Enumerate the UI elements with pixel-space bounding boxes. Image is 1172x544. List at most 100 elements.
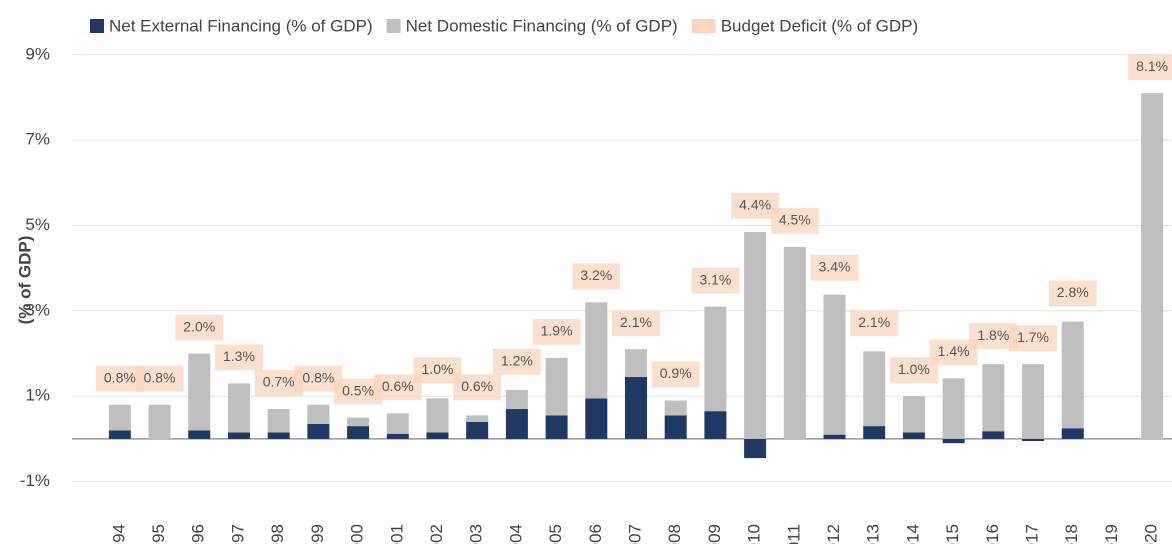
deficit-label-box bbox=[135, 365, 184, 392]
x-tick-label: 2012 bbox=[824, 524, 843, 544]
deficit-label-box bbox=[612, 310, 660, 337]
x-tick-label: 2018 bbox=[1062, 524, 1081, 544]
bar-segment bbox=[863, 426, 886, 439]
deficit-label: 1.0% bbox=[422, 361, 454, 377]
deficit-label: 4.4% bbox=[739, 197, 771, 213]
y-tick-label: 5% bbox=[25, 215, 50, 234]
x-tick-label: 2002 bbox=[427, 524, 446, 544]
deficit-label-box bbox=[532, 318, 581, 345]
deficit-label-box bbox=[1009, 325, 1058, 352]
x-tick-label: 2016 bbox=[983, 524, 1002, 544]
x-tick-label: 2011 bbox=[784, 524, 803, 544]
bar-segment bbox=[704, 306, 727, 412]
legend-swatch bbox=[90, 19, 104, 33]
legend-item: Budget Deficit (% of GDP) bbox=[691, 16, 918, 35]
x-tick-label: 2009 bbox=[705, 524, 724, 544]
y-tick-label: 1% bbox=[25, 386, 50, 405]
x-tick-label: 2010 bbox=[745, 524, 764, 544]
bar-segment bbox=[585, 302, 608, 399]
deficit-label: 0.9% bbox=[660, 365, 692, 381]
bar-segment bbox=[625, 349, 647, 378]
y-tick-label: 3% bbox=[25, 300, 50, 319]
x-tick-label: 1994 bbox=[109, 524, 128, 544]
bar-segment bbox=[108, 430, 131, 439]
x-tick-label: 2006 bbox=[586, 524, 605, 544]
bar-segment bbox=[148, 404, 171, 439]
bar-segment bbox=[942, 378, 965, 439]
deficit-label: 1.8% bbox=[977, 327, 1009, 343]
deficit-label: 0.7% bbox=[263, 374, 295, 390]
deficit-label: 0.6% bbox=[382, 378, 414, 394]
x-tick-label: 2007 bbox=[625, 524, 644, 544]
bar-segment bbox=[347, 417, 370, 427]
deficit-label-box bbox=[651, 361, 700, 388]
deficit-label: 2.1% bbox=[620, 314, 652, 330]
bar-segment bbox=[108, 404, 131, 431]
x-tick-label: 1995 bbox=[149, 524, 168, 544]
deficit-label-box bbox=[492, 348, 541, 375]
legend-item: Net External Financing (% of GDP) bbox=[90, 16, 373, 35]
bar-segment bbox=[505, 389, 528, 410]
bar-segment bbox=[704, 411, 727, 439]
deficit-label-box bbox=[850, 310, 899, 337]
bar-segment bbox=[664, 415, 687, 439]
bar-segment bbox=[227, 383, 250, 433]
x-tick-label: 2008 bbox=[665, 524, 684, 544]
x-tick-label: 2013 bbox=[864, 524, 883, 544]
y-tick-label: 9% bbox=[25, 44, 50, 63]
bar-segment bbox=[505, 409, 528, 439]
legend-label: Net External Financing (% of GDP) bbox=[109, 16, 373, 35]
bar-segment bbox=[625, 377, 647, 439]
bar-segment bbox=[1022, 438, 1045, 442]
legend-swatch bbox=[691, 19, 716, 33]
deficit-label-box bbox=[770, 207, 819, 234]
bar-segment bbox=[902, 432, 925, 439]
bar-segment bbox=[188, 430, 211, 439]
deficit-label: 8.1% bbox=[1136, 58, 1168, 74]
deficit-label-box bbox=[1048, 280, 1097, 307]
x-tick-label: 2004 bbox=[506, 524, 525, 544]
deficit-label: 1.3% bbox=[223, 348, 255, 364]
deficit-label-box bbox=[572, 263, 621, 290]
deficit-label: 1.4% bbox=[938, 343, 970, 359]
deficit-label: 0.8% bbox=[144, 369, 176, 385]
bar-segment bbox=[466, 421, 489, 439]
deficit-label: 3.2% bbox=[580, 267, 612, 283]
bar-segment bbox=[307, 423, 330, 439]
x-tick-label: 2019 bbox=[1102, 524, 1121, 544]
bar-segment bbox=[267, 409, 290, 433]
bar-segment bbox=[545, 415, 568, 439]
deficit-label: 2.1% bbox=[858, 314, 890, 330]
bar-segment bbox=[466, 415, 489, 422]
deficit-label-box bbox=[175, 314, 224, 341]
bar-segment bbox=[982, 431, 1005, 439]
x-tick-label: 2005 bbox=[546, 524, 565, 544]
legend-label: Budget Deficit (% of GDP) bbox=[721, 16, 918, 35]
deficit-label-box bbox=[810, 254, 859, 281]
deficit-label-box bbox=[1128, 54, 1172, 81]
deficit-label: 1.9% bbox=[541, 323, 573, 339]
x-tick-label: 2000 bbox=[348, 524, 367, 544]
deficit-label: 0.5% bbox=[342, 382, 374, 398]
bar-segment bbox=[426, 432, 449, 439]
deficit-label: 3.4% bbox=[819, 259, 851, 275]
legend-label: Net Domestic Financing (% of GDP) bbox=[406, 16, 678, 35]
bar-segment bbox=[783, 246, 806, 439]
bar-segment bbox=[744, 438, 767, 459]
bar-segment bbox=[347, 426, 370, 439]
x-tick-label: 2003 bbox=[467, 524, 486, 544]
x-tick-label: 2014 bbox=[903, 524, 922, 544]
deficit-label: 1.2% bbox=[501, 352, 533, 368]
x-tick-label: 1998 bbox=[268, 524, 287, 544]
y-axis-label: (% of GDP) bbox=[15, 236, 34, 325]
bar-segment bbox=[188, 353, 211, 431]
legend-swatch bbox=[386, 19, 401, 33]
deficit-label: 2.8% bbox=[1057, 284, 1089, 300]
bar-segment bbox=[267, 432, 290, 439]
bar-segment bbox=[545, 357, 568, 416]
bar-segment bbox=[823, 434, 846, 439]
bar-segment bbox=[1141, 93, 1164, 439]
deficit-label-box bbox=[453, 374, 502, 401]
bar-segment bbox=[585, 398, 608, 439]
